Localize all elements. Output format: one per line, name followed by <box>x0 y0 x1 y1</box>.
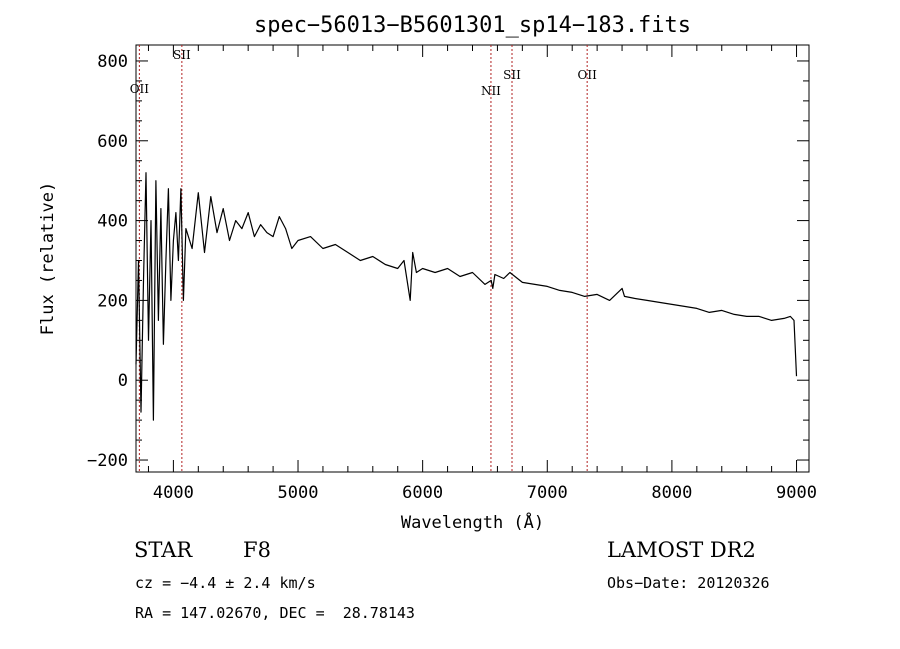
y-tick-label: 600 <box>97 132 128 152</box>
x-tick-label: 8000 <box>651 483 692 503</box>
emission-line-label: SII <box>173 48 191 62</box>
x-tick-label: 4000 <box>153 483 194 503</box>
emission-line-label: OII <box>130 82 150 96</box>
emission-line-label: SII <box>503 68 521 82</box>
x-tick-label: 9000 <box>776 483 817 503</box>
x-tick-label: 6000 <box>402 483 443 503</box>
observation-date: Obs−Date: 20120326 <box>607 574 770 592</box>
x-axis-label: Wavelength (Å) <box>401 511 544 533</box>
emission-line-label: NII <box>481 84 501 98</box>
y-tick-label: −200 <box>87 451 128 471</box>
y-tick-label: 0 <box>118 371 128 391</box>
y-axis-label: Flux (relative) <box>38 182 58 336</box>
redshift-velocity: cz = −4.4 ± 2.4 km/s <box>135 574 316 592</box>
object-class: STAR <box>134 538 193 562</box>
spectral-subclass: F8 <box>243 538 271 562</box>
chart-title: spec−56013−B5601301_sp14−183.fits <box>254 13 691 38</box>
spectrum-line <box>135 172 798 421</box>
emission-line-label: OII <box>577 68 597 82</box>
plot-frame <box>135 44 810 473</box>
y-tick-label: 200 <box>97 291 128 311</box>
sky-coordinates: RA = 147.02670, DEC = 28.78143 <box>135 604 415 622</box>
x-tick-label: 7000 <box>527 483 568 503</box>
survey-label: LAMOST DR2 <box>607 538 756 562</box>
y-tick-label: 400 <box>97 212 128 232</box>
x-tick-label: 5000 <box>278 483 319 503</box>
y-tick-label: 800 <box>97 52 128 72</box>
